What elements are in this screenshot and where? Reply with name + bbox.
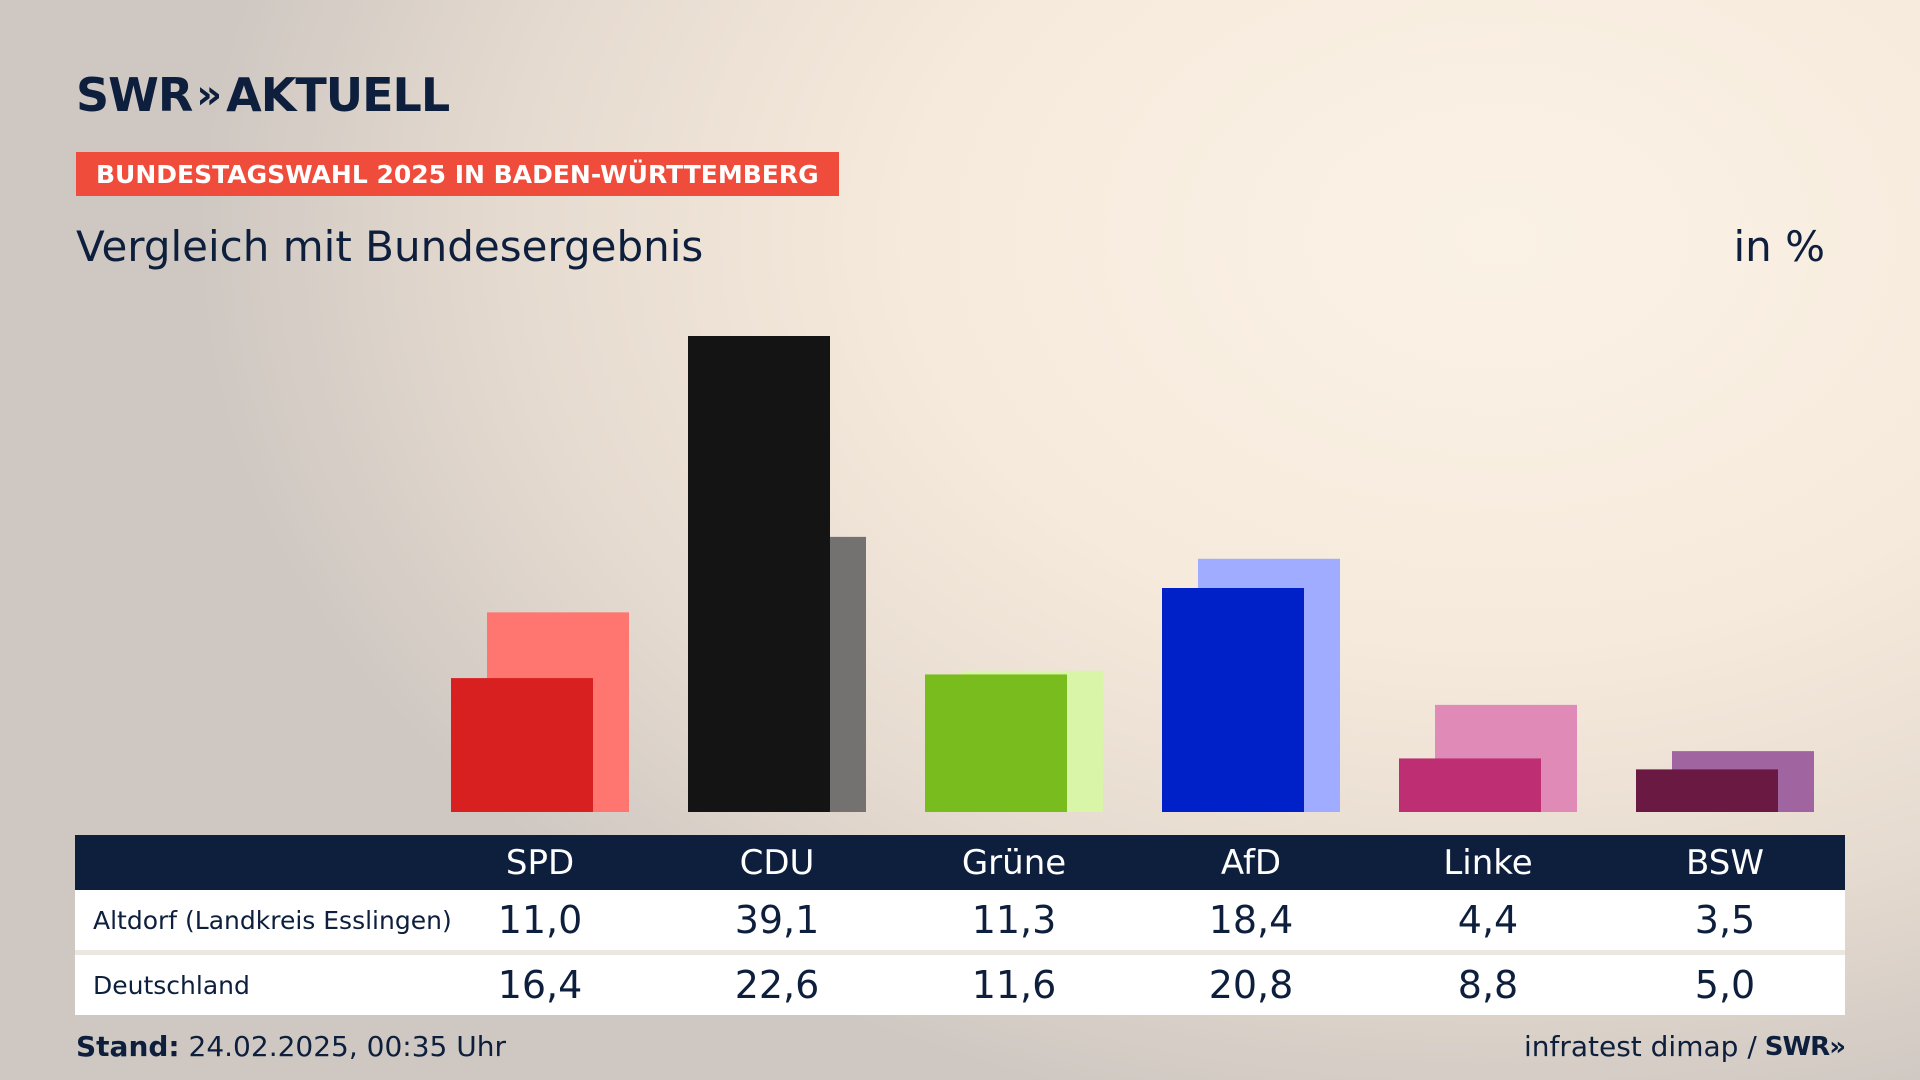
value-cell-bsw: 5,0 (1694, 963, 1756, 1007)
value-cell-afd: 20,8 (1208, 963, 1294, 1007)
row-label: Altdorf (Landkreis Esslingen) (93, 905, 452, 935)
column-header-linke: Linke (1443, 842, 1533, 883)
value-cell-linke: 4,4 (1457, 898, 1519, 942)
unit-label: in % (1733, 222, 1825, 271)
column-header-gr-ne: Grüne (961, 842, 1067, 883)
value-cell-gr-ne: 11,6 (971, 963, 1057, 1007)
column-header-spd: SPD (505, 842, 575, 883)
value-cell-gr-ne: 11,3 (971, 898, 1057, 942)
column-header-bsw: BSW (1686, 842, 1764, 883)
bar-linke-altdorf (1399, 758, 1541, 812)
election-badge: BUNDESTAGSWAHL 2025 IN BADEN-WÜRTTEMBERG (76, 152, 839, 196)
logo-suffix: AKTUELL (226, 68, 450, 122)
source-brand: SWR» (1764, 1031, 1846, 1062)
value-cell-cdu: 39,1 (734, 898, 820, 942)
source-text: infratest dimap / (1523, 1030, 1757, 1063)
value-cell-spd: 16,4 (497, 963, 583, 1007)
stand-label: Stand: (76, 1030, 180, 1063)
row-divider (75, 950, 1845, 955)
bar-chart (451, 336, 1814, 812)
chart-subtitle: Vergleich mit Bundesergebnis (76, 222, 704, 271)
bar-bsw-altdorf (1636, 769, 1778, 812)
column-header-afd: AfD (1220, 842, 1282, 883)
value-cell-cdu: 22,6 (734, 963, 820, 1007)
timestamp: Stand: 24.02.2025, 00:35 Uhr (76, 1030, 506, 1063)
stand-value: 24.02.2025, 00:35 Uhr (188, 1030, 506, 1063)
row-label: Deutschland (93, 970, 250, 1000)
bar-afd-altdorf (1162, 588, 1304, 812)
swr-aktuell-logo: SWR » AKTUELL (76, 68, 450, 122)
results-table: SPD CDU Grüne AfD Linke BSW Altdorf (Landkrei… (75, 835, 1845, 1015)
value-cell-linke: 8,8 (1457, 963, 1519, 1007)
column-header-cdu: CDU (739, 842, 815, 883)
table-row-altdorf: Altdorf (Landkreis Esslingen) 11,0 39,1 11… (75, 890, 1845, 950)
logo-brand: SWR (76, 68, 193, 122)
bar-spd-altdorf (451, 678, 593, 812)
value-cell-bsw: 3,5 (1694, 898, 1756, 942)
table-header: SPD CDU Grüne AfD Linke BSW (75, 835, 1845, 890)
bar-gr-ne-altdorf (925, 674, 1067, 812)
value-cell-afd: 18,4 (1208, 898, 1294, 942)
value-cell-spd: 11,0 (497, 898, 583, 942)
bar-cdu-altdorf (688, 336, 830, 812)
table-row-deutschland: Deutschland 16,4 22,6 11,6 20,8 8,8 5,0 (75, 955, 1845, 1015)
source: infratest dimap / SWR» (1523, 1030, 1846, 1063)
